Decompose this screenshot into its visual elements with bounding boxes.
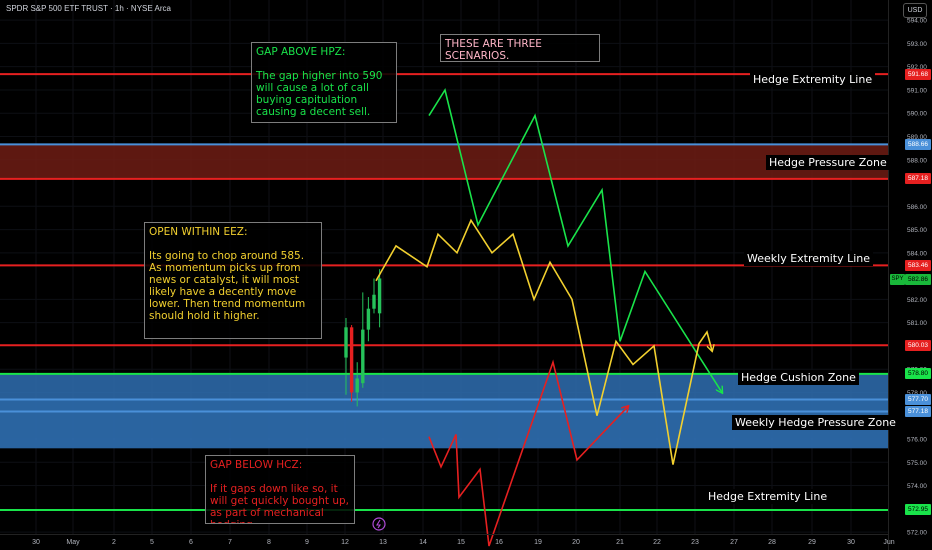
label-weekly-hedge-pressure-zone: Weekly Hedge Pressure Zone [732,415,899,430]
price-tag-4: 580.03 [905,339,931,351]
y-tick-label-16: 574.00 [907,483,927,490]
y-tick-label-10: 582.00 [907,297,927,304]
candle-body-2 [355,378,359,393]
candle-body-3 [361,329,365,384]
note-open-within-body: Its going to chop around 585. As momentu… [149,250,306,322]
y-tick-label-14: 576.00 [907,437,927,444]
candle-body-4 [366,308,371,330]
y-tick-label-5: 589.00 [907,134,927,141]
y-tick-label-2: 592.00 [907,64,927,71]
note-gap-below-body: If it gaps down like so, it will get qui… [210,483,349,523]
x-tick-label-14: 20 [572,539,580,546]
note-open-within: OPEN WITHIN EEZ: Its going to chop aroun… [144,222,322,339]
zones [0,144,888,449]
label-hedge-cushion-zone: Hedge Cushion Zone [738,370,859,385]
x-tick-label-7: 9 [305,539,309,546]
y-tick-label-11: 581.00 [907,320,927,327]
x-tick-label-4: 6 [189,539,193,546]
scenario-path-gap_below [428,359,628,547]
lightning-icon [372,517,386,531]
note-gap-above-body: The gap higher into 590 will cause a lot… [256,70,383,118]
x-axis: 30 May 2 5 6 7 8 9 12 13 14 15 16 19 20 21 22 23 27 28 29 30 J… [0,534,895,546]
x-tick-label-8: 12 [341,539,349,546]
label-hedge-extremity-bottom: Hedge Extremity Line [705,489,831,504]
label-hedge-extremity-top: Hedge Extremity Line [750,72,876,87]
price-tag-0: 591.68 [905,68,931,80]
x-tick-label-22: Jun [883,539,894,546]
x-tick-label-3: 5 [150,539,154,546]
candle-body-5 [372,294,376,309]
scenario-paths [375,87,722,547]
label-weekly-extremity: Weekly Extremity Line [744,251,874,266]
y-tick-label-6: 588.00 [907,157,927,164]
price-tag-7: 577.18 [905,406,931,418]
price-tag-8: 572.95 [905,504,931,516]
x-tick-label-20: 29 [808,539,816,546]
note-gap-above-title: GAP ABOVE HPZ: [256,46,346,58]
price-tag-2: 587.18 [905,173,931,185]
note-gap-above: GAP ABOVE HPZ: The gap higher into 590 w… [251,42,397,123]
y-tick-label-4: 590.00 [907,111,927,118]
scenario-path-open_within [375,218,712,465]
x-tick-label-1: May [66,539,80,546]
x-tick-label-17: 23 [691,539,699,546]
note-scenarios-text: THESE ARE THREE SCENARIOS. PLAY IT BASED… [445,38,542,62]
x-tick-label-5: 7 [228,539,232,546]
y-tick-label-15: 575.00 [907,460,927,467]
y-tick-label-7: 586.00 [907,204,927,211]
x-tick-label-6: 8 [267,539,271,546]
price-tag-3: 583.46 [905,259,931,271]
x-tick-label-13: 19 [534,539,542,546]
x-tick-label-16: 22 [653,539,661,546]
label-hedge-pressure-zone: Hedge Pressure Zone [766,155,890,170]
x-tick-label-21: 30 [847,539,855,546]
x-tick-label-18: 27 [730,539,738,546]
scenario-path-gap_above [428,87,722,393]
note-gap-below-title: GAP BELOW HCZ: [210,459,303,471]
y-tick-label-3: 591.00 [907,87,927,94]
price-tag-5: 578.80 [905,368,931,380]
candle-body-0 [344,327,348,358]
x-tick-label-15: 21 [616,539,624,546]
x-tick-label-12: 16 [495,539,503,546]
x-tick-label-0: 30 [32,539,40,546]
note-open-within-title: OPEN WITHIN EEZ: [149,226,248,238]
level-lines [0,73,888,511]
currency-button[interactable]: USD [903,3,927,18]
candle-body-1 [349,327,354,393]
x-tick-label-19: 28 [768,539,776,546]
candles [344,269,382,407]
price-tag-6: 577.70 [905,393,931,405]
price-tag-1: 588.66 [905,138,931,150]
x-tick-label-2: 2 [112,539,116,546]
candle-body-6 [377,278,382,314]
y-tick-label-0: 594.00 [907,18,927,25]
y-tick-label-17: 572.00 [907,530,927,537]
symbol-title: SPDR S&P 500 ETF TRUST · 1h · NYSE Arca [6,4,171,13]
x-tick-label-10: 14 [419,539,427,546]
y-tick-label-8: 585.00 [907,227,927,234]
x-tick-label-11: 15 [457,539,465,546]
x-tick-label-9: 13 [379,539,387,546]
note-gap-below: GAP BELOW HCZ: If it gaps down like so, … [205,455,355,524]
note-scenarios: THESE ARE THREE SCENARIOS. PLAY IT BASED… [440,34,600,62]
y-tick-label-1: 593.00 [907,41,927,48]
current-price-tag: 582.86 [905,273,931,285]
current-symbol-tag: SPY [890,273,905,285]
y-tick-label-9: 584.00 [907,250,927,257]
y-tick-label-13: 578.00 [907,390,927,397]
zone-0 [0,144,888,179]
